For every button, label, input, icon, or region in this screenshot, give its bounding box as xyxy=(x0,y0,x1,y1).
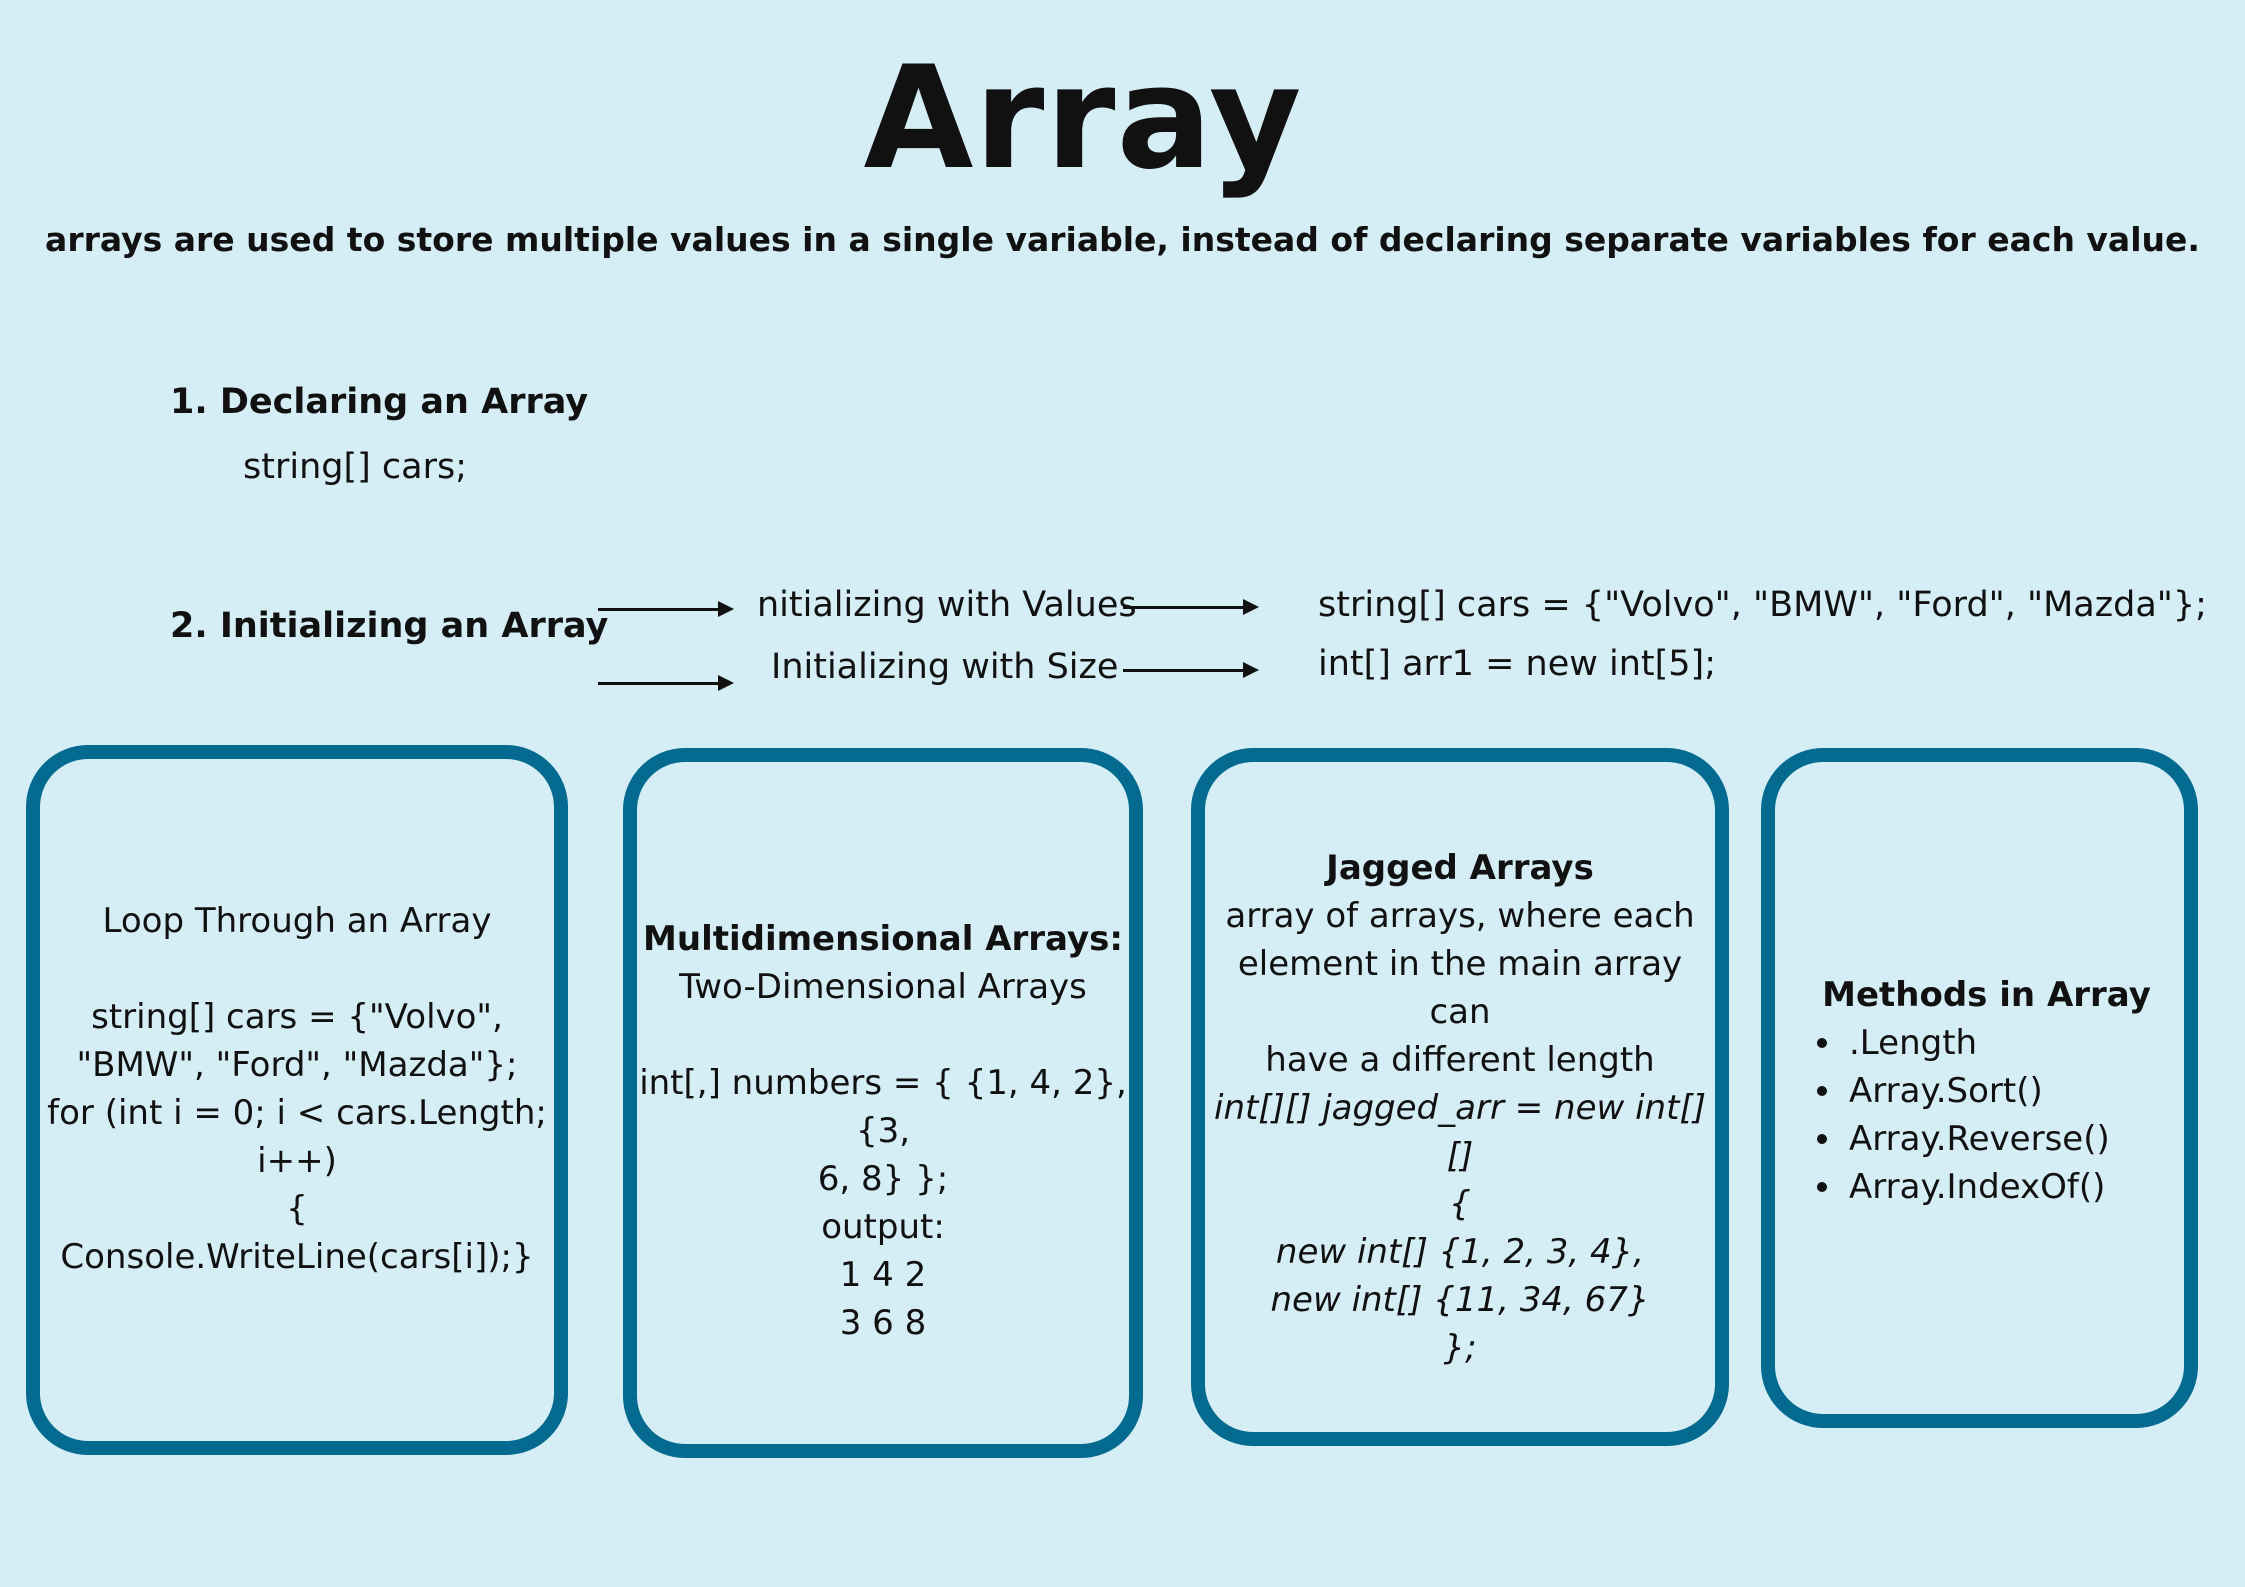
multidimensional-line: 3 6 8 xyxy=(839,1303,927,1343)
loop-card-title: Loop Through an Array xyxy=(102,901,492,941)
multidimensional-card-subtitle: Two-Dimensional Arrays xyxy=(679,967,1087,1007)
jagged-code-line: { xyxy=(1449,1184,1471,1224)
jagged-card-title: Jagged Arrays xyxy=(1326,848,1594,888)
arrow-to-values-code xyxy=(1123,599,1259,615)
declaring-heading: 1. Declaring an Array xyxy=(170,382,589,422)
arrow-to-values-label xyxy=(598,601,734,617)
method-sort: Array.Sort() xyxy=(1809,1067,2164,1115)
multidimensional-card-title: Multidimensional Arrays: xyxy=(643,919,1123,959)
init-with-values-label: nitializing with Values xyxy=(757,585,1137,625)
multidimensional-line: output: xyxy=(821,1207,945,1247)
methods-list: .Length Array.Sort() Array.Reverse() Arr… xyxy=(1809,1019,2164,1211)
init-with-size-code: int[] arr1 = new int[5]; xyxy=(1318,644,1716,684)
loop-code-line: string[] cars = {"Volvo", xyxy=(91,997,503,1037)
methods-card-title: Methods in Array xyxy=(1822,975,2151,1015)
jagged-code-line: new int[] {1, 2, 3, 4}, xyxy=(1275,1232,1645,1272)
methods-card: Methods in Array .Length Array.Sort() Ar… xyxy=(1761,748,2198,1428)
method-reverse: Array.Reverse() xyxy=(1809,1115,2164,1163)
jagged-code-line: new int[] {11, 34, 67} xyxy=(1270,1280,1650,1320)
multidimensional-line: 6, 8} }; xyxy=(817,1159,949,1199)
method-indexof: Array.IndexOf() xyxy=(1809,1163,2164,1211)
loop-code-line: "BMW", "Ford", "Mazda"}; xyxy=(76,1045,518,1085)
page-title: Array xyxy=(863,36,1303,201)
jagged-desc-line: have a different length xyxy=(1265,1040,1655,1080)
loop-code-line: for (int i = 0; i < cars.Length; xyxy=(47,1093,547,1133)
arrow-to-size-label xyxy=(598,675,734,691)
multidimensional-card: Multidimensional Arrays: Two-Dimensional… xyxy=(623,748,1143,1458)
multidimensional-line: 1 4 2 xyxy=(839,1255,927,1295)
jagged-code-line: int[][] jagged_arr = new int[][] xyxy=(1214,1088,1706,1176)
jagged-desc-line: element in the main array can xyxy=(1237,944,1683,1032)
loop-code-line: i++) xyxy=(257,1141,337,1181)
jagged-code-line: }; xyxy=(1443,1328,1477,1368)
init-with-values-code: string[] cars = {"Volvo", "BMW", "Ford",… xyxy=(1318,585,2207,625)
jagged-card: Jagged Arrays array of arrays, where eac… xyxy=(1191,748,1729,1446)
multidimensional-line: int[,] numbers = { {1, 4, 2}, {3, xyxy=(639,1063,1127,1151)
declaring-code: string[] cars; xyxy=(243,447,468,487)
init-with-size-label: Initializing with Size xyxy=(771,647,1119,687)
loop-code-line: Console.WriteLine(cars[i]);} xyxy=(60,1237,534,1277)
jagged-desc-line: array of arrays, where each xyxy=(1225,896,1695,936)
method-length: .Length xyxy=(1809,1019,2164,1067)
loop-card: Loop Through an Array string[] cars = {"… xyxy=(26,745,568,1455)
initializing-heading: 2. Initializing an Array xyxy=(170,606,609,646)
loop-code-line: { xyxy=(286,1189,308,1229)
arrow-to-size-code xyxy=(1123,662,1259,678)
page-subtitle: arrays are used to store multiple values… xyxy=(45,220,2200,259)
